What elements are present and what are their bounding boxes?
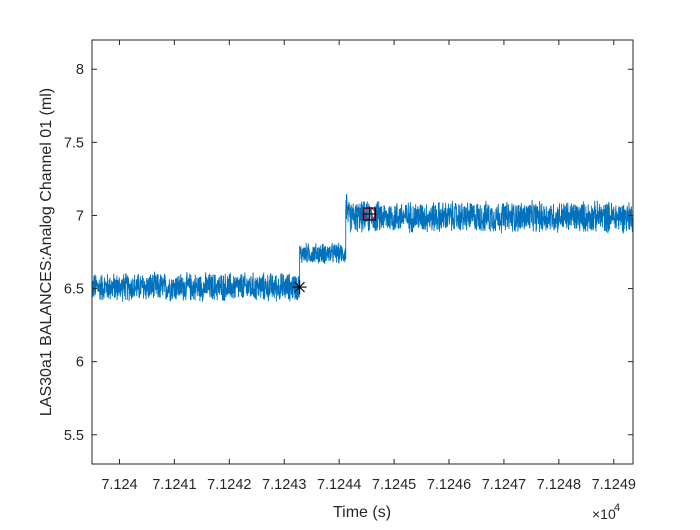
x-axis-label: Time (s) xyxy=(333,504,391,521)
axes-box xyxy=(91,39,634,465)
data-layer xyxy=(91,193,634,302)
x-tick-label: 7.1241 xyxy=(152,477,196,493)
y-axis-label: LAS30a1 BALANCES:Analog Channel 01 (ml) xyxy=(38,88,55,416)
x-tick-label: 7.1248 xyxy=(537,477,581,493)
x-tick-label: 7.1246 xyxy=(427,477,471,493)
x-tick-label: 7.1245 xyxy=(372,477,416,493)
x-tick-label: 7.1247 xyxy=(482,477,526,493)
x-tick-label: 7.1242 xyxy=(207,477,251,493)
x-tick-label: 7.1243 xyxy=(262,477,306,493)
y-tick-label: 5.5 xyxy=(64,428,84,444)
marker-layer xyxy=(292,205,378,295)
x-axis-exponent-base: ×10 xyxy=(592,506,616,522)
x-tick-label: 7.1249 xyxy=(592,477,636,493)
y-tick-label: 7.5 xyxy=(64,135,84,151)
tick-layer: 7.124 7.1241 7.1242 7.1243 7.1244 7.1245 7.124… xyxy=(64,40,636,493)
y-tick-label: 6 xyxy=(76,355,84,371)
y-tick-label: 6.5 xyxy=(64,282,84,298)
x-tick-label: 7.124 xyxy=(101,477,137,493)
x-tick-label: 7.1244 xyxy=(317,477,361,493)
marker-square-plus xyxy=(362,207,376,221)
plot-area-background xyxy=(92,40,633,464)
x-axis-exponent-power: 4 xyxy=(614,502,620,514)
y-tick-label: 7 xyxy=(76,208,84,224)
y-tick-label: 8 xyxy=(76,62,84,78)
series-line-0 xyxy=(91,193,634,302)
marker-asterisk xyxy=(292,280,307,295)
